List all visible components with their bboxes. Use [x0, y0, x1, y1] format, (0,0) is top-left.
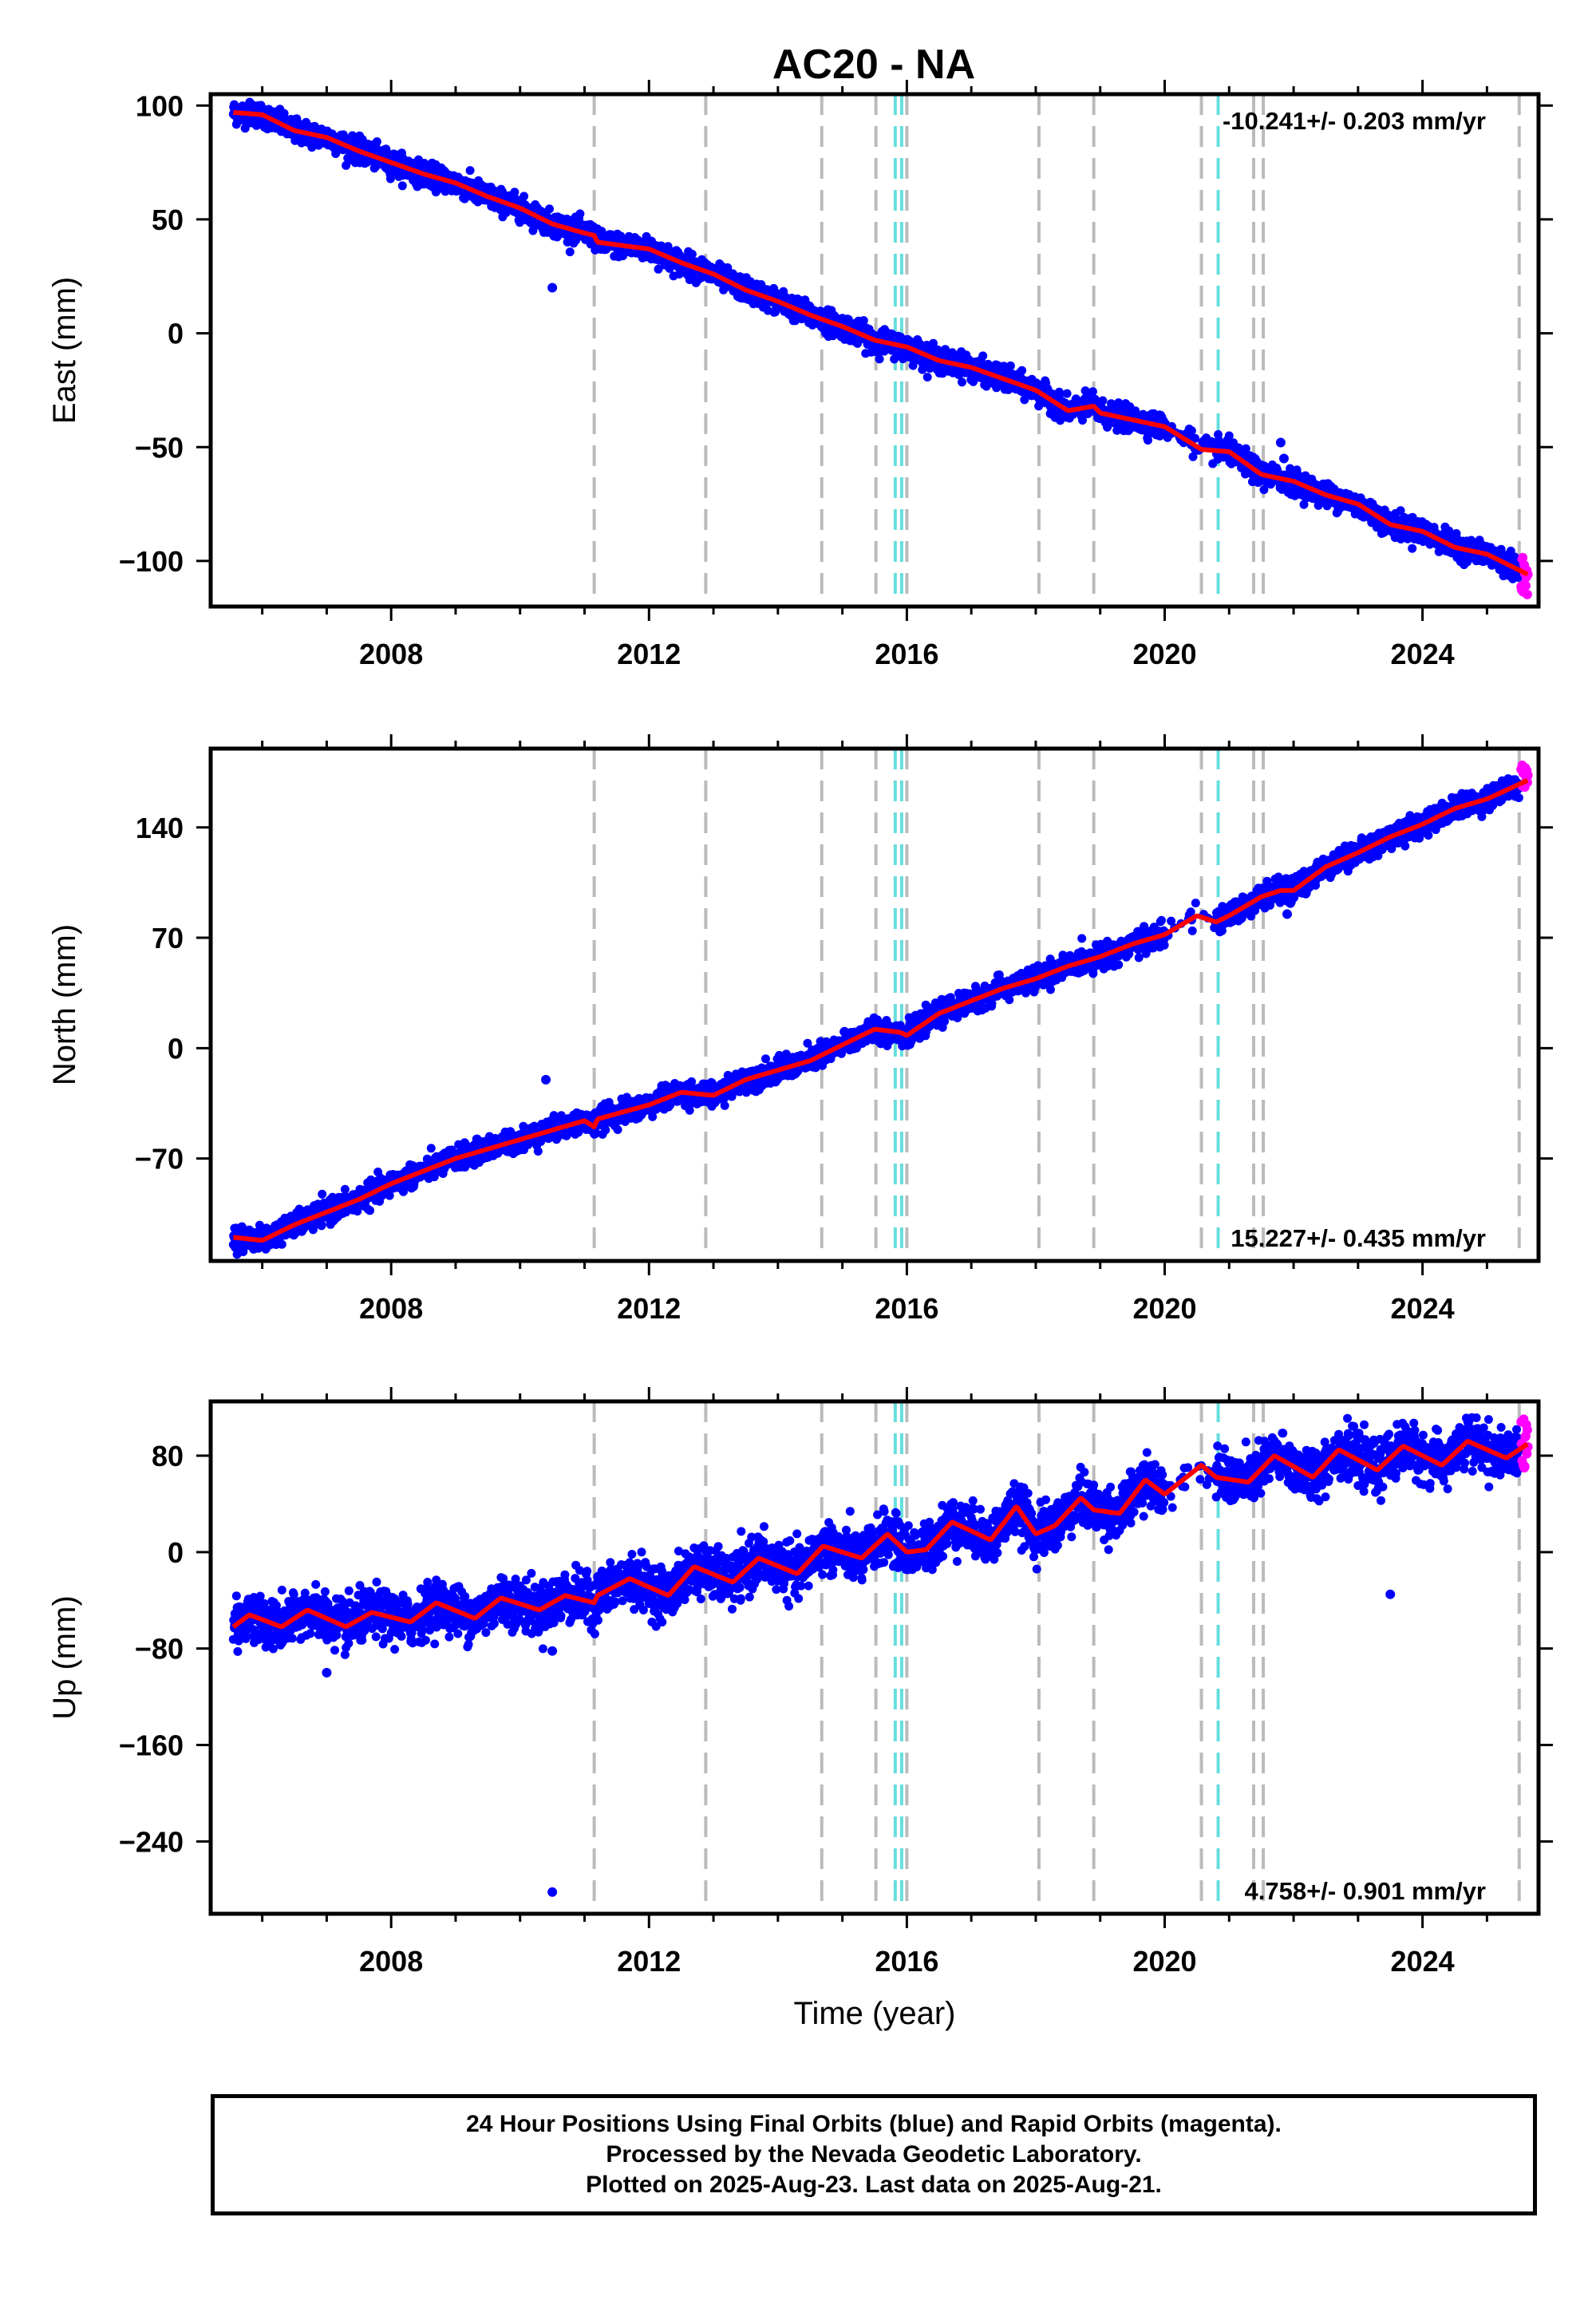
panel-east: 2008 2012 2016 2020 2024 100 50 0 −50 −100 East (m…: [47, 80, 1553, 670]
y-tick-label: −50: [135, 431, 184, 464]
plot-area: [228, 94, 1533, 607]
data-point: [1098, 396, 1108, 405]
rapid-point: [1521, 580, 1531, 591]
data-point: [279, 109, 289, 118]
data-point: [340, 1184, 350, 1194]
data-point: [1188, 452, 1198, 461]
data-point: [1131, 406, 1140, 416]
data-point: [1187, 426, 1196, 436]
data-point: [1005, 361, 1015, 370]
y-tick-label: 100: [136, 89, 184, 122]
x-tick-label: 2020: [1132, 638, 1196, 670]
data-point: [515, 218, 524, 227]
data-point: [342, 160, 351, 170]
data-point: [365, 1206, 374, 1215]
outlier-point: [1278, 453, 1289, 464]
data-point: [397, 181, 407, 191]
data-point: [239, 1247, 248, 1256]
y-axis-label: East (mm): [47, 277, 82, 424]
data-point: [687, 250, 697, 259]
data-point: [1259, 485, 1269, 495]
data-point: [465, 166, 475, 176]
data-point: [1017, 366, 1027, 375]
x-tick-label: 2008: [359, 638, 423, 670]
data-point: [922, 373, 932, 381]
y-tick-label: −100: [119, 545, 184, 578]
x-tick-label: 2024: [1391, 638, 1455, 670]
data-point: [1396, 506, 1405, 516]
data-point: [1144, 436, 1152, 445]
y-tick-label: 50: [152, 204, 184, 236]
data-point: [317, 1220, 326, 1230]
data-point: [1408, 543, 1417, 553]
data-point: [1078, 416, 1087, 425]
data-point: [654, 264, 663, 274]
data-point: [958, 377, 966, 387]
rapid-point: [1522, 589, 1532, 599]
x-tick-label: 2012: [617, 638, 681, 670]
data-point: [575, 209, 585, 219]
data-point: [533, 1147, 543, 1156]
data-point: [1224, 431, 1234, 441]
model-fit-line: [231, 109, 1529, 577]
data-point: [385, 174, 395, 184]
data-point: [859, 316, 868, 326]
data-point: [1054, 387, 1064, 397]
data-point: [875, 354, 884, 364]
plot-frame: [208, 92, 1541, 609]
data-point: [545, 204, 554, 214]
data-point: [969, 377, 978, 386]
data-point: [1241, 444, 1250, 453]
outlier-point: [1275, 437, 1286, 448]
plot-area: [228, 749, 1533, 1261]
data-point: [1062, 389, 1072, 398]
x-tick-label: 2016: [875, 638, 938, 670]
data-point: [385, 1191, 394, 1200]
data-point: [372, 137, 381, 146]
data-point: [426, 1144, 436, 1153]
data-point: [978, 351, 988, 361]
data-point: [318, 1189, 327, 1199]
rapid-point: [1518, 552, 1528, 563]
data-point: [510, 188, 519, 197]
chart-title: AC20 - NA: [772, 41, 975, 88]
outlier-point: [547, 283, 558, 293]
data-point: [519, 192, 529, 201]
y-tick-label: 0: [168, 318, 184, 350]
data-point: [255, 1220, 264, 1230]
velocity-rate-label: -10.241+/- 0.203 mm/yr: [1223, 107, 1486, 135]
data-point: [1191, 433, 1199, 443]
data-point: [1496, 544, 1506, 554]
data-point: [565, 247, 575, 257]
data-point: [277, 1239, 286, 1249]
data-point: [1088, 387, 1097, 397]
